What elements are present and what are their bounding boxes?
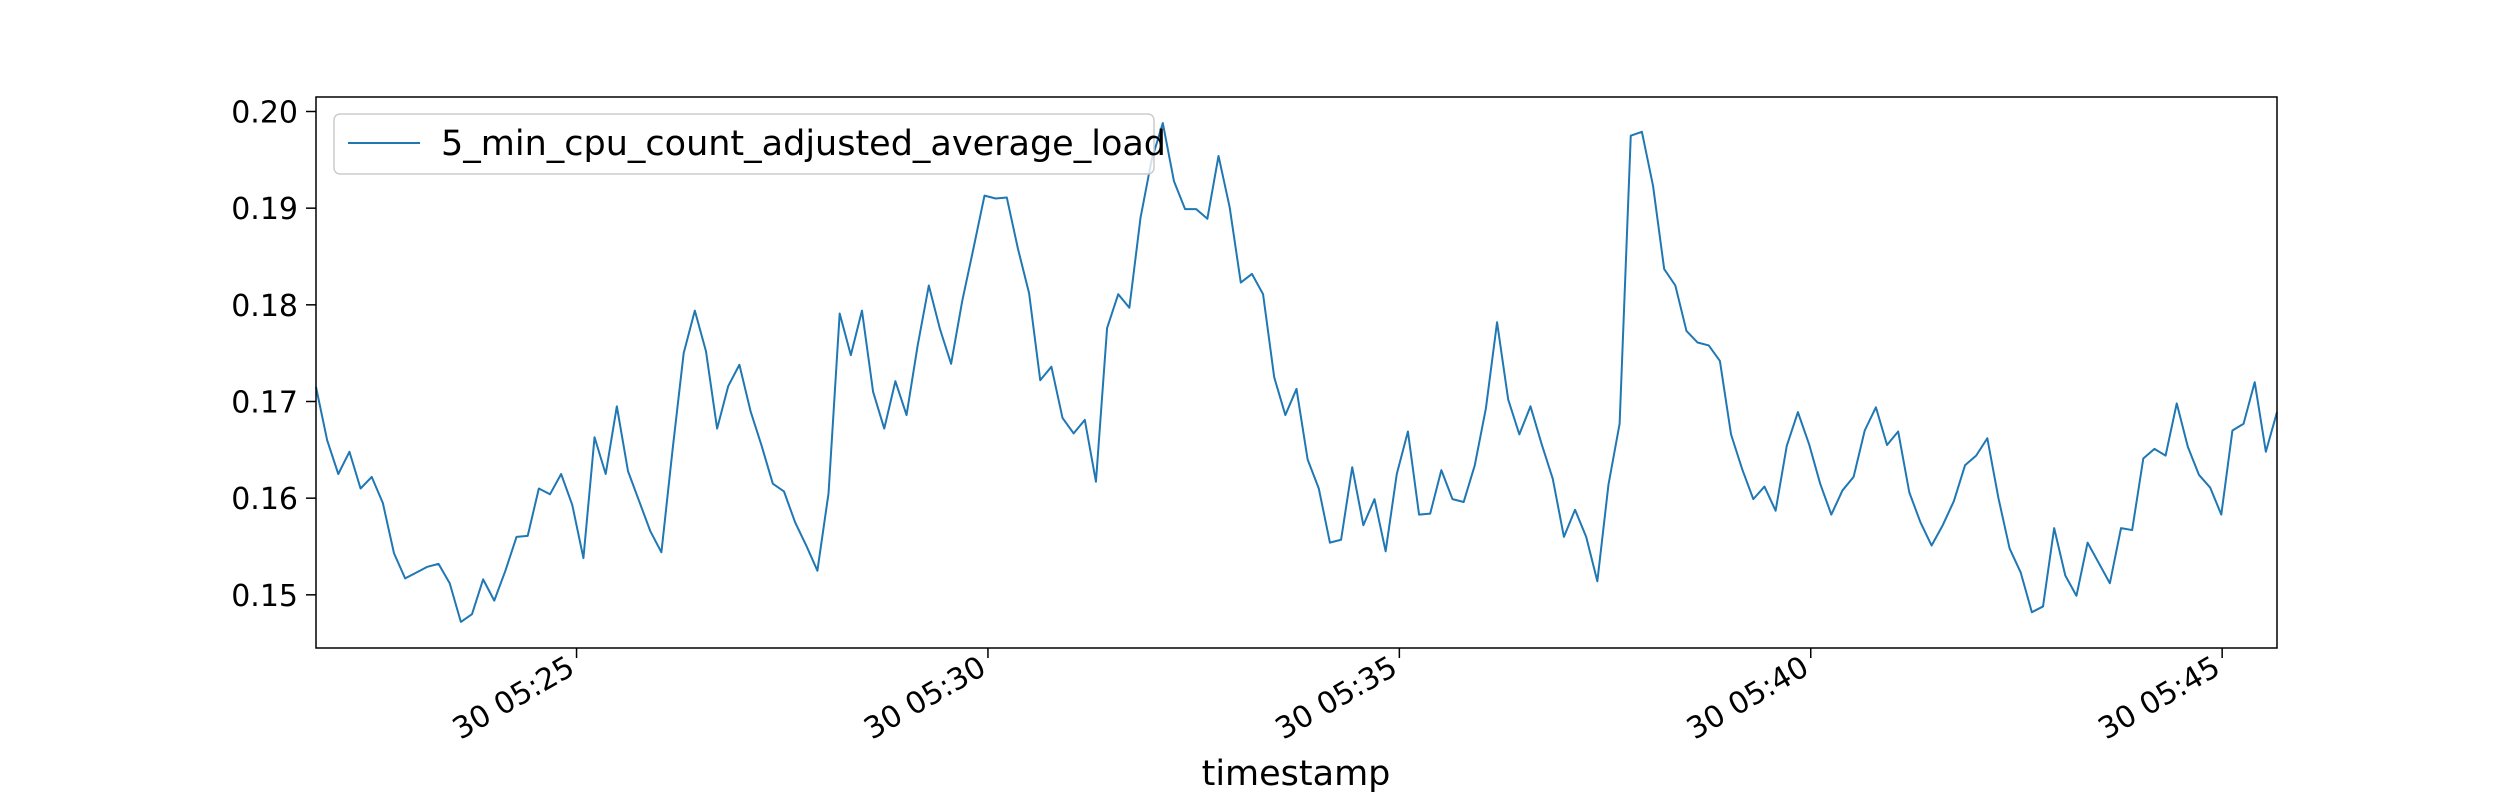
y-axis: 0.15 0.16 0.17 0.18 0.19 0.20	[231, 96, 316, 614]
series-line-0	[315, 122, 2278, 623]
series-layer	[315, 122, 2278, 623]
x-axis-title: timestamp	[1202, 754, 1391, 794]
y-tick-label: 0.20	[231, 96, 298, 131]
plot-frame	[315, 96, 2278, 649]
y-tick-label: 0.19	[231, 192, 298, 227]
legend-label: 5_min_cpu_count_adjusted_average_load	[441, 124, 1166, 164]
legend: 5_min_cpu_count_adjusted_average_load	[333, 113, 1166, 175]
y-tick-label: 0.18	[231, 289, 298, 324]
legend-box	[333, 113, 1155, 175]
y-tick-label: 0.17	[231, 386, 298, 421]
plot-area	[316, 97, 2277, 648]
y-tick-label: 0.15	[231, 579, 298, 614]
y-tick-label: 0.16	[231, 482, 298, 517]
